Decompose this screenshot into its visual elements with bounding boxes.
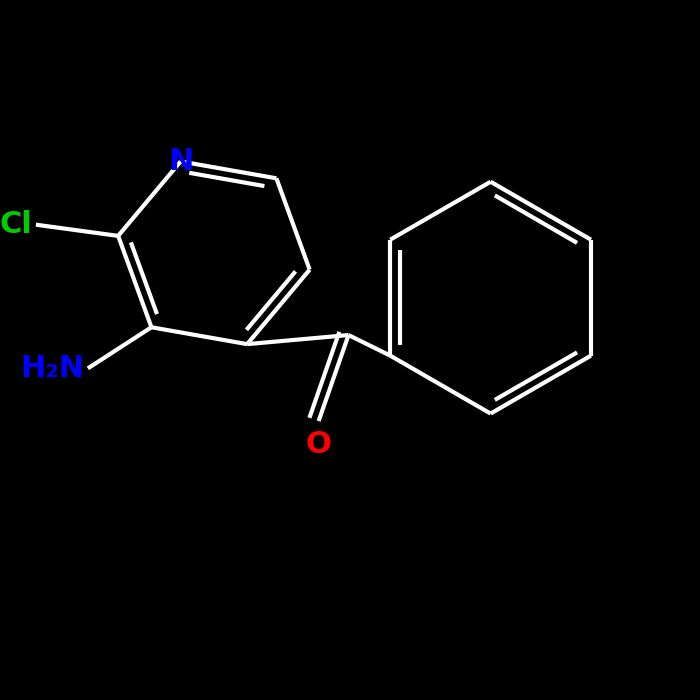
Text: H₂N: H₂N	[20, 354, 84, 383]
Text: O: O	[306, 430, 332, 459]
Text: Cl: Cl	[0, 210, 32, 239]
Text: N: N	[168, 147, 193, 176]
